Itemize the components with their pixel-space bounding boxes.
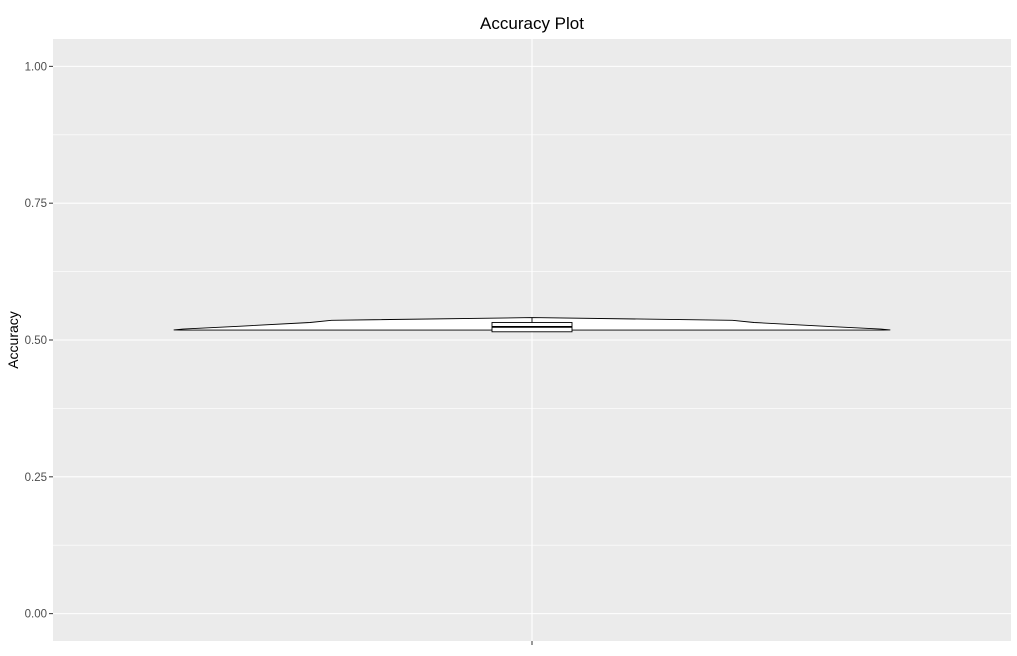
y-tick-label: 0.50 (25, 335, 47, 347)
boxplot-layer (491, 317, 573, 333)
y-tick-label: 1.00 (25, 61, 47, 73)
y-tick-label: 0.75 (25, 198, 47, 210)
major-grid-lines (53, 39, 1011, 641)
y-axis: 0.00 0.25 0.50 0.75 1.00 (25, 61, 53, 621)
y-tick-label: 0.25 (25, 472, 47, 484)
y-tick-label: 0.00 (25, 609, 47, 621)
chart-title: Accuracy Plot (480, 14, 584, 33)
y-axis-title: Accuracy (5, 311, 21, 369)
